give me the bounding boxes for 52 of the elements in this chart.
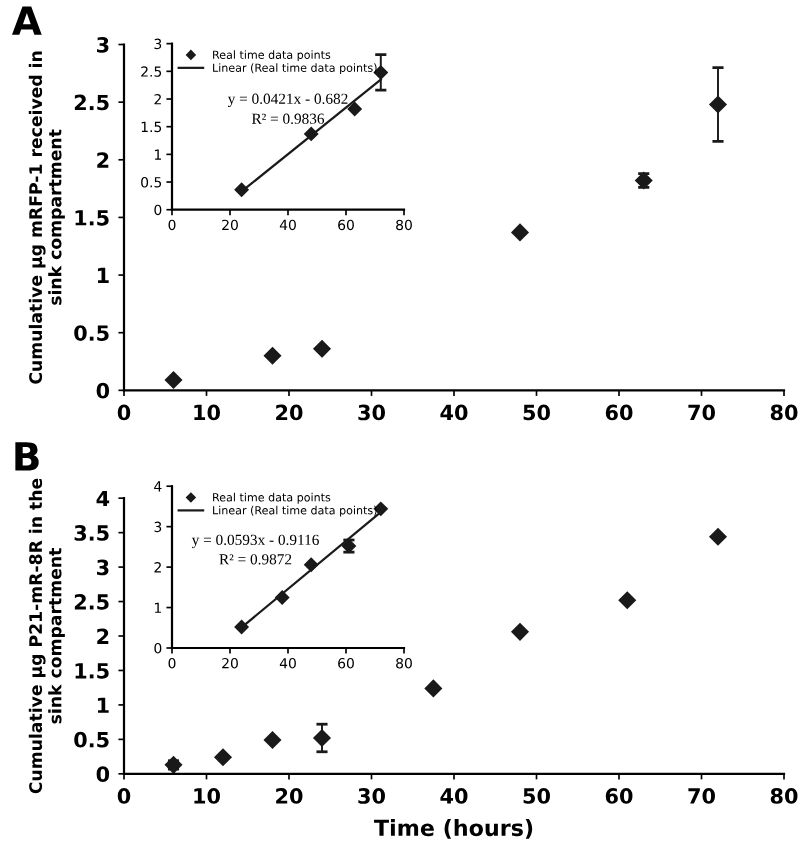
x-tick-label: 30 [358, 788, 385, 804]
x-tick-label: 60 [605, 788, 633, 804]
y-tick-label: 2.5 [74, 94, 109, 111]
point [424, 679, 442, 697]
point [313, 340, 331, 358]
y-tick-label: 1.5 [75, 663, 109, 679]
point [264, 347, 281, 365]
point [511, 223, 529, 241]
y-axis-title: Cumulative µg mRFP-1 received in sink compartment [28, 51, 65, 384]
point [264, 731, 281, 749]
x-tick-label: 50 [523, 788, 550, 804]
point [618, 591, 636, 609]
y-tick-label: 2.5 [74, 594, 109, 610]
y-tick-label: 2 [97, 152, 109, 168]
x-tick-label: 20 [276, 404, 303, 421]
y-tick-label: 0.5 [74, 325, 109, 341]
point [234, 182, 249, 197]
x-tick-label: 70 [688, 404, 715, 421]
x-tick-label: 10 [194, 404, 220, 421]
x-tick-label: 60 [605, 404, 633, 421]
y-tick-label: 4 [96, 490, 110, 507]
y-tick-label: 3.5 [74, 525, 109, 541]
x-tick-label: 80 [770, 788, 798, 804]
y-tick-label: 0 [96, 766, 110, 783]
y-tick-label: 1 [97, 267, 109, 283]
y-tick-label: 1.5 [75, 210, 109, 226]
point [709, 528, 727, 546]
x-tick-label: 10 [194, 788, 220, 804]
x-axis-title: Time (hours) [374, 818, 533, 839]
y-tick-label: 3 [97, 36, 109, 53]
x-tick-label: 0 [117, 404, 131, 421]
point [511, 623, 529, 641]
y-tick-label: 3 [97, 559, 109, 576]
chart-title: B [15, 442, 39, 471]
x-tick-label: 50 [523, 404, 550, 421]
x-tick-label: 40 [440, 788, 468, 804]
point [234, 620, 249, 634]
point [165, 371, 182, 389]
y-tick-label: 0.5 [74, 731, 109, 748]
y-tick-label: 1 [97, 697, 109, 713]
y-tick-label: 2 [97, 628, 109, 644]
x-tick-label: 0 [117, 788, 131, 804]
point [347, 102, 362, 116]
y-axis-title: Cumulative µg P21-mR-8R in the sink compartment [28, 478, 65, 794]
y-tick-label: 0 [96, 382, 110, 399]
x-tick-label: 70 [688, 788, 715, 804]
point [214, 748, 232, 766]
chart-title: A [11, 6, 42, 35]
x-tick-label: 80 [770, 404, 798, 421]
x-tick-label: 20 [276, 788, 303, 804]
x-tick-label: 30 [358, 404, 385, 421]
x-tick-label: 40 [440, 404, 468, 421]
